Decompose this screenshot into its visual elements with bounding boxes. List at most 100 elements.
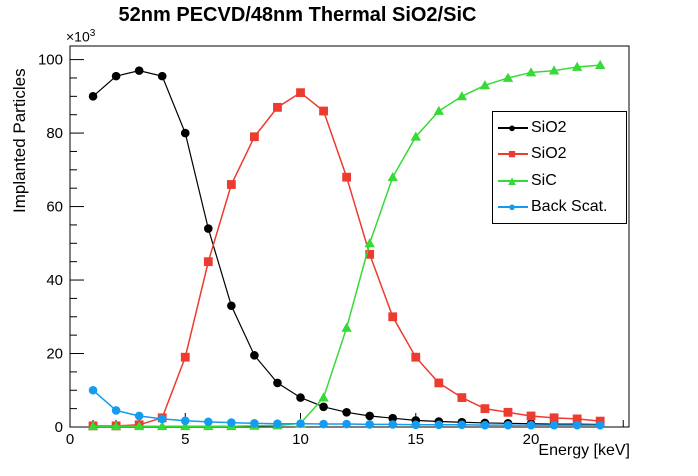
data-point-square bbox=[526, 411, 536, 421]
data-point-triangle bbox=[571, 61, 583, 71]
data-point-circle bbox=[365, 420, 374, 429]
square-marker-icon: ■ bbox=[493, 145, 531, 163]
data-point-square bbox=[411, 352, 421, 362]
data-point-circle bbox=[296, 393, 305, 402]
data-point-circle bbox=[227, 301, 236, 311]
data-point-square bbox=[273, 102, 282, 112]
data-point-triangle bbox=[525, 67, 537, 77]
x-tick-label: 5 bbox=[181, 431, 189, 448]
legend-label: Back Scat. bbox=[531, 197, 608, 215]
data-point-circle bbox=[388, 420, 398, 429]
data-point-circle bbox=[526, 420, 536, 430]
data-point-triangle bbox=[502, 72, 514, 82]
data-point-circle bbox=[342, 408, 351, 417]
data-point-circle bbox=[134, 66, 144, 75]
x-axis-label: Energy [keV] bbox=[538, 442, 630, 459]
data-point-circle bbox=[88, 385, 98, 395]
y-tick-label: 80 bbox=[46, 125, 63, 142]
legend-item-sic: ▲ SiC bbox=[493, 168, 626, 194]
data-point-square bbox=[572, 414, 582, 424]
data-point-square bbox=[250, 132, 259, 142]
data-point-square bbox=[434, 378, 444, 388]
data-point-circle bbox=[134, 411, 144, 421]
x-tick-label: 0 bbox=[66, 431, 74, 448]
data-point-circle bbox=[227, 418, 236, 427]
data-point-circle bbox=[180, 416, 190, 426]
legend-label: SiO2 bbox=[531, 119, 567, 137]
data-point-circle bbox=[88, 92, 98, 101]
data-point-circle bbox=[342, 419, 351, 429]
data-point-triangle bbox=[110, 421, 122, 431]
data-point-triangle bbox=[479, 80, 491, 90]
triangle-marker-icon: ▲ bbox=[493, 172, 531, 190]
data-point-circle bbox=[503, 420, 513, 430]
plot-frame bbox=[69, 45, 630, 428]
data-point-circle bbox=[204, 224, 213, 233]
legend: ● SiO2 ■ SiO2 ▲ SiC ● Back Scat. bbox=[492, 111, 627, 224]
data-point-triangle bbox=[594, 59, 606, 70]
data-point-triangle bbox=[133, 421, 145, 431]
data-point-circle bbox=[250, 351, 259, 360]
data-point-square bbox=[549, 413, 559, 423]
chart-title: 52nm PECVD/48nm Thermal SiO2/SiC bbox=[118, 4, 477, 26]
data-point-circle bbox=[595, 420, 605, 430]
data-point-triangle bbox=[456, 91, 468, 101]
data-point-square bbox=[342, 172, 352, 182]
data-point-circle bbox=[157, 414, 167, 424]
series-back-scat--3 bbox=[88, 385, 605, 430]
data-point-circle bbox=[111, 406, 121, 415]
legend-item-back-scat: ● Back Scat. bbox=[493, 194, 626, 220]
data-point-circle bbox=[388, 413, 398, 423]
y-tick-label: 20 bbox=[46, 346, 63, 363]
data-point-circle bbox=[319, 419, 328, 429]
data-point-square bbox=[319, 106, 328, 116]
data-point-circle bbox=[250, 419, 259, 428]
data-point-circle bbox=[296, 419, 305, 428]
data-point-circle bbox=[457, 420, 467, 430]
data-point-triangle bbox=[410, 131, 421, 141]
data-point-circle bbox=[572, 420, 582, 430]
x-tick-label: 10 bbox=[292, 431, 309, 448]
data-point-square bbox=[388, 312, 398, 322]
data-point-square bbox=[457, 393, 467, 403]
data-point-circle bbox=[319, 402, 328, 412]
y-axis-scale-factor: ×103 bbox=[66, 28, 96, 45]
data-point-triangle bbox=[341, 322, 352, 332]
data-point-square bbox=[365, 249, 375, 259]
circle-marker-icon: ● bbox=[493, 119, 531, 137]
x-tick-label: 20 bbox=[523, 431, 540, 448]
data-point-square bbox=[226, 180, 236, 189]
legend-item-sio2-thermal: ■ SiO2 bbox=[493, 141, 626, 167]
data-point-circle bbox=[180, 128, 190, 138]
data-point-triangle bbox=[318, 392, 329, 402]
data-point-triangle bbox=[548, 65, 560, 75]
data-point-circle bbox=[157, 71, 167, 81]
data-point-triangle bbox=[180, 421, 191, 431]
x-tick-label: 15 bbox=[407, 431, 424, 448]
data-point-circle bbox=[204, 417, 213, 427]
legend-item-sio2-pecvd: ● SiO2 bbox=[493, 115, 626, 141]
data-point-circle bbox=[111, 71, 121, 81]
data-point-circle bbox=[411, 420, 421, 430]
y-tick-label: 100 bbox=[38, 52, 63, 69]
legend-label: SiO2 bbox=[531, 145, 567, 163]
data-point-circle bbox=[549, 420, 559, 430]
data-point-triangle bbox=[387, 171, 398, 182]
data-point-circle bbox=[365, 411, 374, 421]
data-point-circle bbox=[273, 378, 282, 388]
data-point-square bbox=[503, 407, 513, 417]
y-tick-label: 40 bbox=[46, 272, 63, 289]
legend-label: SiC bbox=[531, 171, 557, 189]
y-tick-label: 0 bbox=[55, 419, 63, 436]
scale-exponent: 3 bbox=[89, 28, 96, 39]
circle-marker-icon: ● bbox=[493, 198, 531, 216]
data-point-square bbox=[203, 257, 213, 267]
y-tick-label: 60 bbox=[46, 199, 63, 216]
data-point-triangle bbox=[364, 238, 375, 248]
data-point-triangle bbox=[433, 105, 445, 115]
data-point-triangle bbox=[157, 421, 168, 431]
data-point-square bbox=[296, 88, 305, 98]
data-point-square bbox=[180, 352, 190, 362]
data-point-circle bbox=[273, 419, 282, 428]
